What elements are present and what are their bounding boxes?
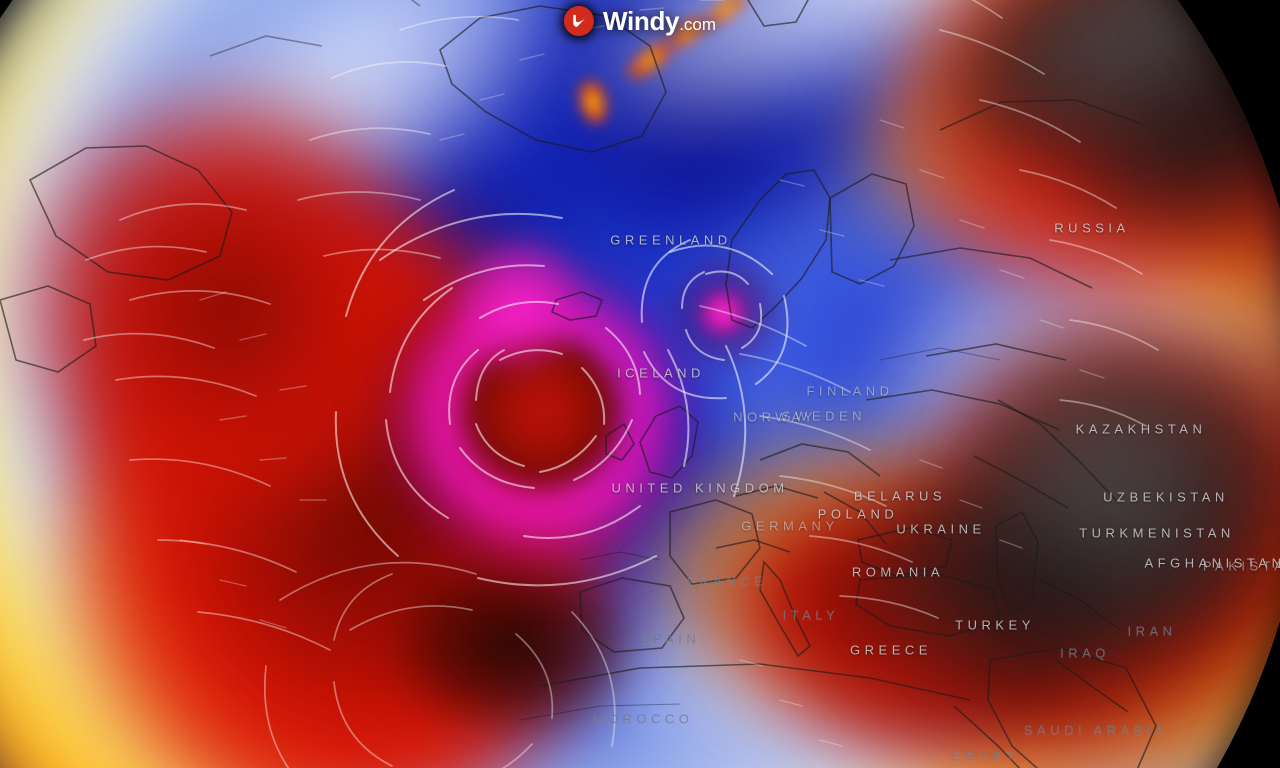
windy-logo-icon [563, 6, 594, 36]
windy-wordmark: Windy.com [603, 8, 716, 34]
windy-logo[interactable]: Windy.com [563, 6, 716, 36]
blob-black-atlantic-dome [400, 560, 630, 730]
brand-name: Windy [602, 6, 680, 36]
blob-gray-caspian [980, 360, 1240, 590]
vortex-core [700, 292, 746, 334]
blob-red-canada [30, 100, 430, 520]
brand-tld: .com [679, 15, 717, 34]
